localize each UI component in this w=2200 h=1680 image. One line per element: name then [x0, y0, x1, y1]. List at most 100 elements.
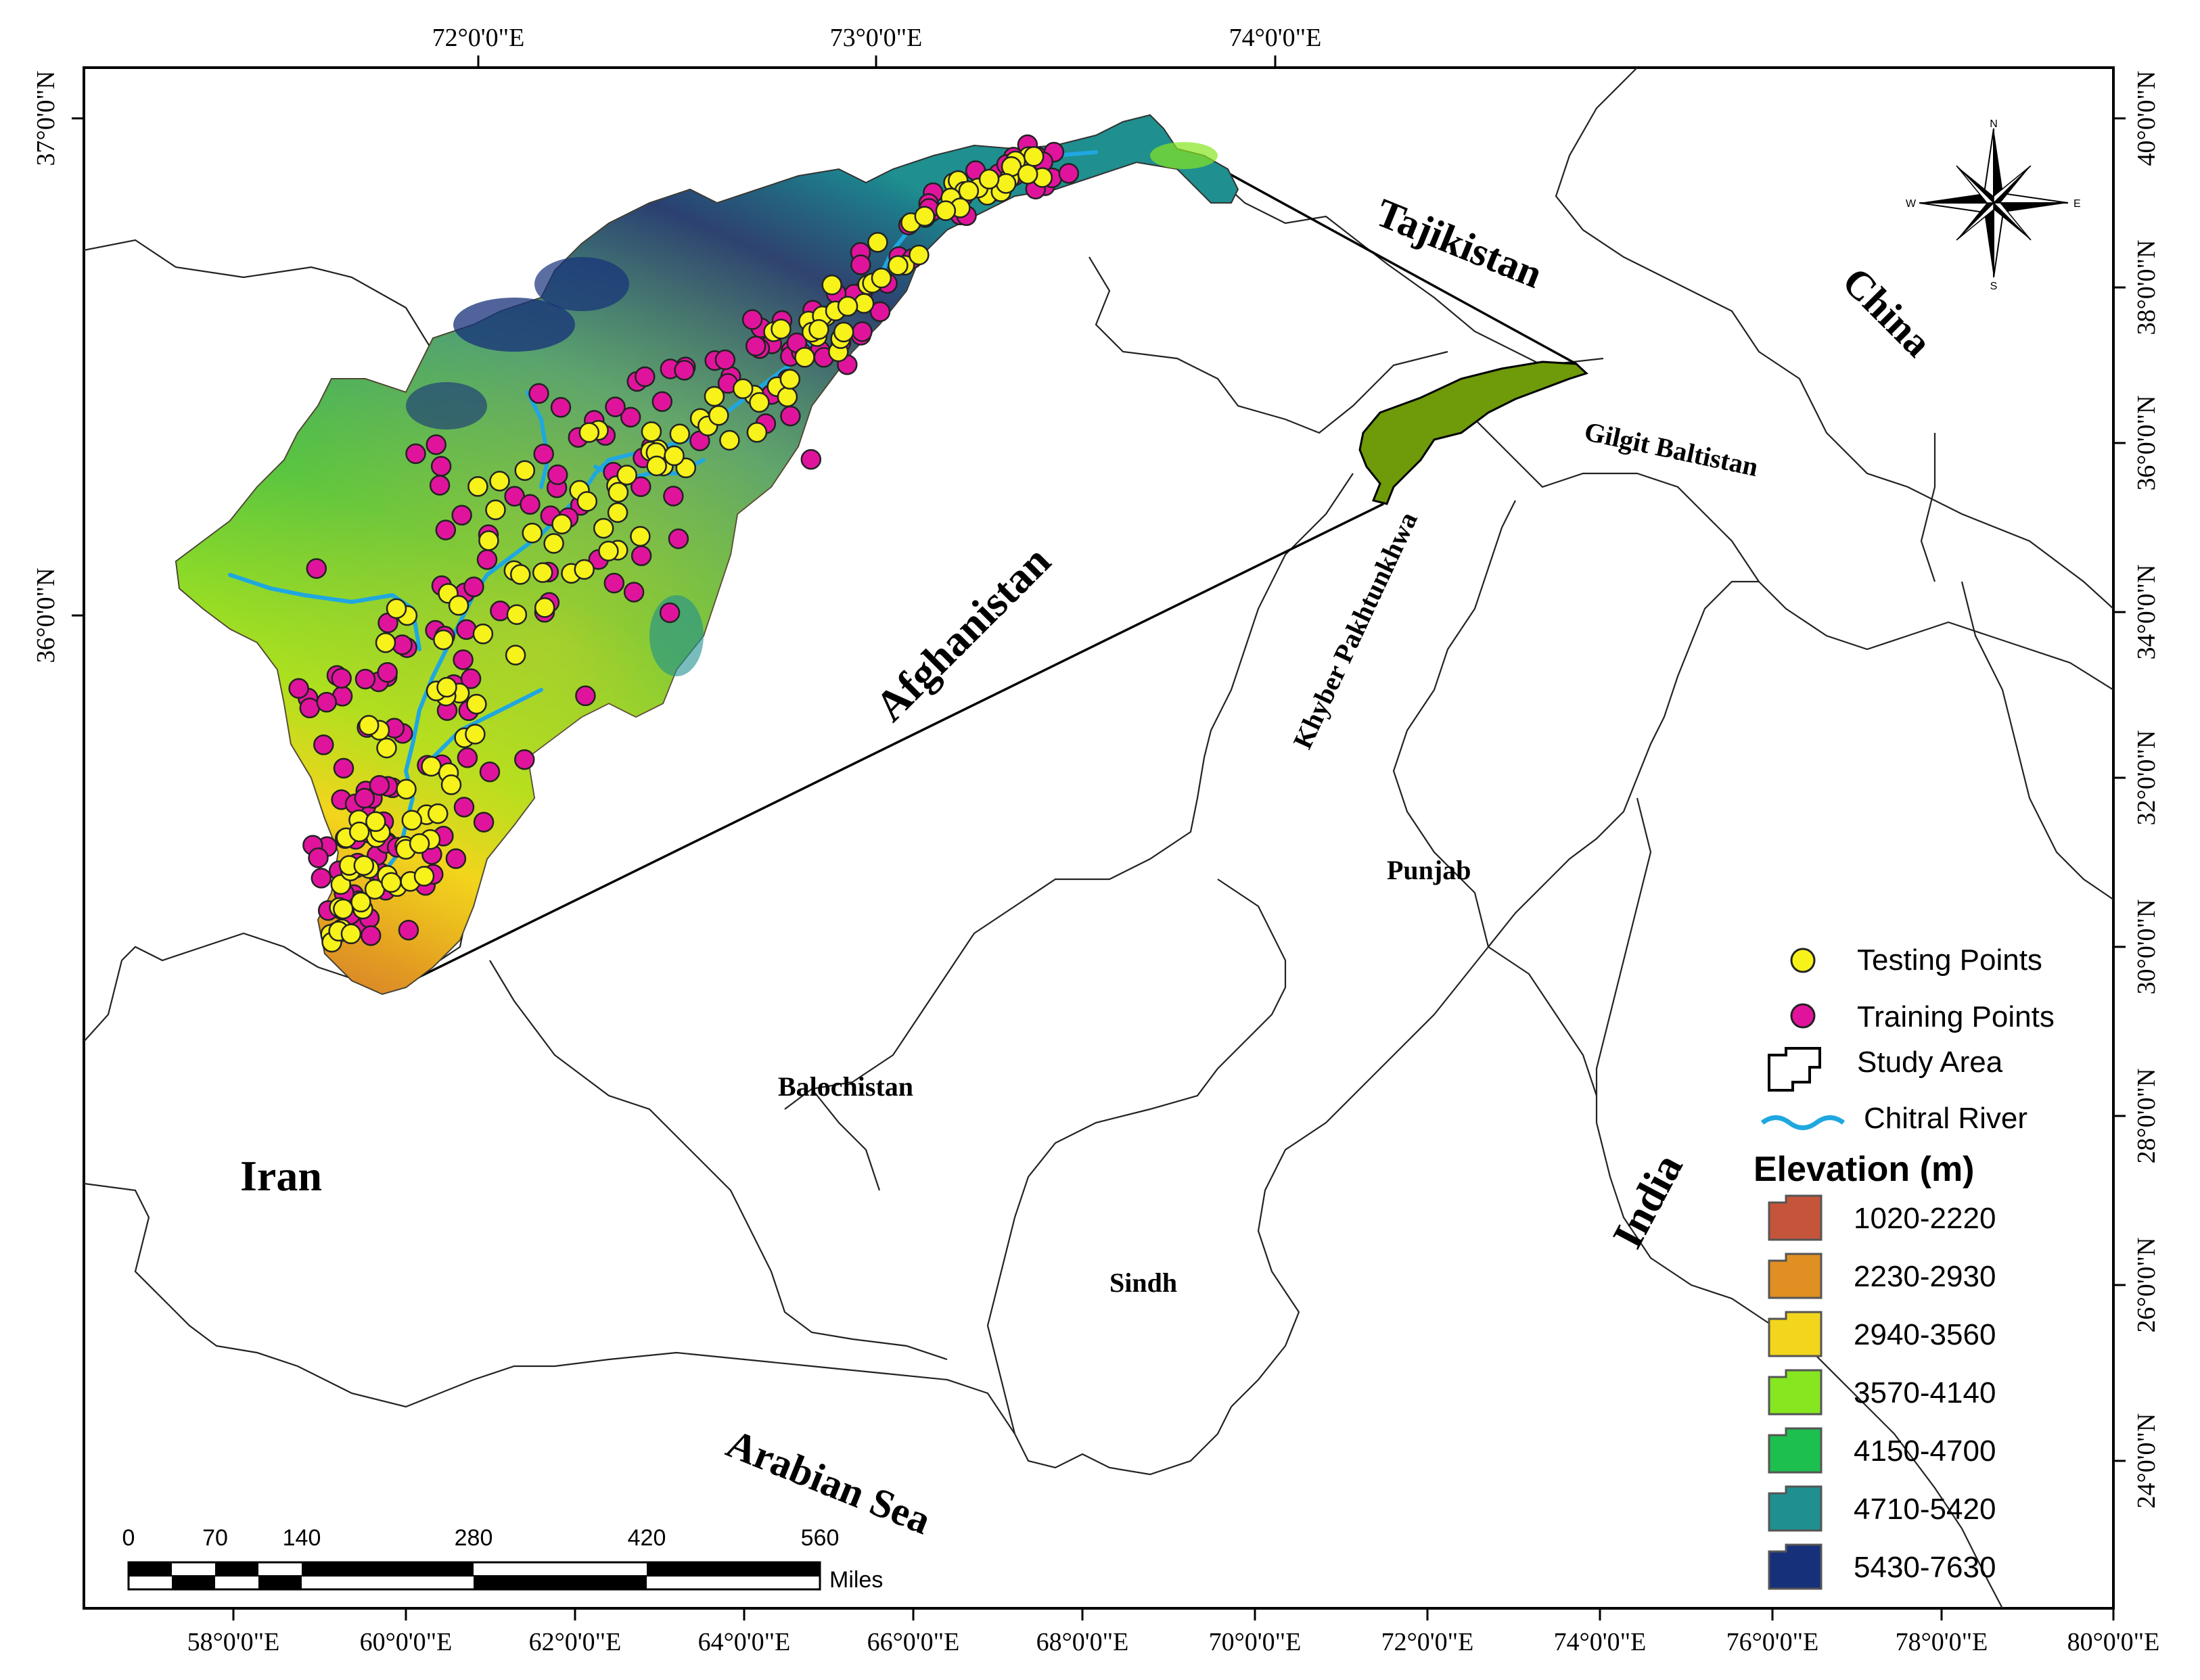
- training-point: [405, 443, 426, 465]
- testing-point: [466, 693, 487, 715]
- testing-point: [719, 429, 740, 451]
- testing-point: [489, 471, 510, 492]
- right-tick-label: 36°0'0"N: [2132, 396, 2161, 491]
- study-area-inset: [1358, 360, 1588, 505]
- testing-point: [532, 562, 553, 583]
- testing-point: [808, 319, 829, 340]
- testing-point: [704, 386, 725, 407]
- testing-point: [821, 275, 842, 296]
- testing-point: [914, 206, 936, 227]
- training-point: [476, 549, 498, 570]
- testing-point: [669, 423, 691, 444]
- compass-w: W: [1906, 198, 1917, 210]
- bottom-tick-label: 64°0'0"E: [698, 1628, 791, 1656]
- legend-elevation-label: 5430-7630: [1854, 1551, 1996, 1584]
- legend-training-label: Training Points: [1857, 1000, 2055, 1033]
- testing-point: [641, 421, 662, 442]
- bottom-axis: 58°0'0"E 60°0'0"E 62°0'0"E 64°0'0"E 66°0'0"E…: [187, 1608, 2159, 1656]
- testing-point: [534, 597, 555, 618]
- testing-point: [413, 866, 435, 887]
- training-point: [457, 747, 478, 768]
- training-point: [1058, 163, 1080, 184]
- testing-point: [837, 296, 858, 317]
- training-point: [445, 848, 467, 869]
- right-tick-label: 24°0'0"N: [2132, 1414, 2161, 1509]
- bottom-tick-label: 66°0'0"E: [867, 1628, 960, 1656]
- scale-label: 280: [455, 1525, 493, 1551]
- testing-point: [340, 923, 362, 945]
- training-point: [514, 749, 535, 770]
- testing-point: [607, 502, 628, 523]
- legend-river-symbol: [1760, 1115, 1846, 1130]
- testing-point: [574, 559, 595, 580]
- training-point: [663, 486, 684, 507]
- label-punjab: Punjab: [1387, 855, 1471, 885]
- testing-point: [646, 455, 667, 477]
- testing-point: [732, 378, 754, 400]
- testing-point: [551, 513, 572, 535]
- training-point: [453, 649, 474, 670]
- testing-point: [608, 482, 629, 503]
- testing-point: [358, 715, 380, 736]
- testing-point: [376, 737, 397, 759]
- compass-e: E: [2073, 198, 2081, 210]
- testing-point: [509, 564, 531, 585]
- testing-point: [505, 645, 526, 666]
- training-point: [651, 391, 673, 413]
- training-point: [850, 254, 871, 275]
- right-tick-label: 40°0'0"N: [2132, 71, 2161, 166]
- testing-point: [436, 676, 457, 698]
- label-iran: Iran: [240, 1152, 322, 1200]
- bottom-tick-label: 68°0'0"E: [1036, 1628, 1129, 1656]
- top-tick-label: 72°0'0"E: [432, 24, 525, 52]
- training-point: [745, 335, 766, 356]
- legend-river-label: Chitral River: [1864, 1102, 2027, 1135]
- testing-point: [440, 774, 462, 795]
- testing-point: [522, 522, 543, 544]
- training-point: [463, 576, 484, 597]
- legend: Testing Points Training Points Study Are…: [1754, 943, 2055, 1590]
- training-point: [659, 602, 681, 624]
- right-tick-label: 34°0'0"N: [2132, 565, 2161, 660]
- testing-point: [576, 491, 598, 512]
- testing-point: [353, 855, 375, 876]
- label-gilgit-baltistan: Gilgit Baltistan: [1582, 416, 1761, 482]
- testing-point: [467, 476, 488, 497]
- right-tick-label: 26°0'0"N: [2132, 1238, 2161, 1333]
- testing-point: [478, 530, 499, 551]
- legend-elevation-title: Elevation (m): [1754, 1150, 1975, 1189]
- legend-elevation-swatch: [1768, 1485, 1823, 1532]
- testing-point: [867, 232, 888, 253]
- testing-point: [746, 422, 768, 443]
- training-point: [316, 691, 338, 713]
- testing-point: [448, 594, 469, 616]
- testing-point: [485, 499, 506, 521]
- training-point: [635, 366, 656, 388]
- testing-point: [386, 598, 407, 620]
- legend-study-area-symbol: [1768, 1047, 1821, 1092]
- top-tick-label: 74°0'0"E: [1229, 24, 1322, 52]
- testing-point: [472, 624, 494, 645]
- left-tick-label: 36°0'0"N: [32, 568, 60, 663]
- testing-point: [333, 898, 354, 920]
- training-point: [869, 301, 891, 323]
- testing-point: [365, 811, 386, 833]
- map-frame: [83, 66, 2115, 1610]
- training-point: [430, 456, 452, 477]
- training-point: [426, 434, 446, 455]
- training-point: [354, 668, 376, 690]
- bottom-tick-label: 74°0'0"E: [1554, 1628, 1647, 1656]
- top-tick-label: 73°0'0"E: [830, 24, 923, 52]
- right-axis: 40°0'0"N 38°0'0"N 36°0'0"N 34°0'0"N 32°0'0"N…: [2113, 71, 2161, 1509]
- training-point: [313, 734, 334, 755]
- testing-point: [428, 803, 449, 824]
- label-china: China: [1834, 259, 1941, 366]
- training-point: [460, 668, 482, 689]
- legend-elevation-label: 2230-2930: [1854, 1260, 1996, 1293]
- training-point: [550, 397, 572, 418]
- training-point: [451, 505, 472, 526]
- testing-point: [381, 872, 402, 893]
- training-point: [668, 528, 689, 549]
- training-point: [603, 572, 625, 594]
